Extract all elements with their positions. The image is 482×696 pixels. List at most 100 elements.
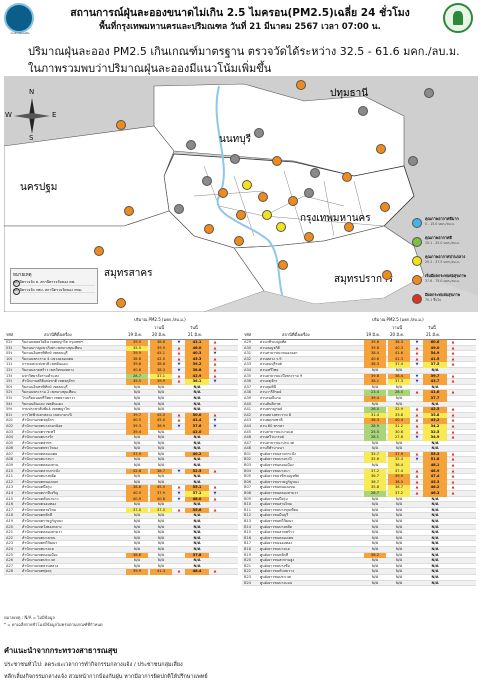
cell-v1: 28.1 bbox=[364, 435, 386, 441]
table-row: 05t ริมถนนอินทรพิทักษ์ เขตธนบุรี 39.9 45.1 ▲… bbox=[4, 351, 238, 357]
station-marker[interactable] bbox=[234, 236, 244, 246]
station-marker[interactable] bbox=[304, 232, 314, 242]
cell-v2: 38.7 bbox=[150, 468, 172, 475]
table-row: A31 สวนสาธารณะหนองจอก 38.4 41.6 ▲ 54.9 ▲ bbox=[242, 351, 476, 357]
cell-code: B04 bbox=[244, 468, 252, 473]
station-marker[interactable] bbox=[288, 196, 298, 206]
cell-v1: N/A bbox=[371, 574, 379, 579]
cell-v3: N/A bbox=[431, 496, 439, 501]
cell-code: A11 bbox=[6, 474, 14, 479]
table-row: B22 ศูนย์เยาวชนห้วยขวาง N/A N/A N/A bbox=[242, 569, 476, 575]
table-notes: หมายเหตุ : N/A = ไม่มีข้อมูล * = ค่าเฉลี… bbox=[4, 614, 478, 628]
cell-a1: ▼ bbox=[177, 468, 181, 473]
station-marker[interactable] bbox=[408, 156, 418, 166]
cell-a2: ▼ bbox=[213, 491, 217, 496]
cell-code: 54t bbox=[6, 401, 12, 406]
cell-code: B11 bbox=[244, 507, 252, 512]
cell-code: 50t bbox=[6, 384, 12, 389]
station-marker[interactable] bbox=[310, 168, 320, 178]
table-row: A18 สำนักงานเขตหลักสี่ N/A N/A N/A bbox=[4, 513, 238, 519]
station-marker[interactable] bbox=[376, 144, 386, 154]
cell-v3: 38.8 bbox=[185, 367, 209, 374]
station-marker[interactable] bbox=[202, 176, 212, 186]
station-marker[interactable] bbox=[218, 188, 228, 198]
cell-v2: 37.3 bbox=[388, 379, 410, 385]
cell-a1: ▼ bbox=[177, 362, 181, 367]
cell-a2: ▲ bbox=[451, 418, 455, 423]
pcd-logo bbox=[4, 3, 34, 33]
station-marker[interactable] bbox=[304, 188, 314, 198]
compass-east: E bbox=[52, 111, 57, 119]
cell-v3: N/A bbox=[193, 401, 201, 406]
station-marker[interactable] bbox=[124, 206, 134, 216]
station-marker[interactable] bbox=[380, 202, 390, 212]
cell-code: A06 bbox=[6, 446, 14, 451]
cell-code: A45 bbox=[244, 429, 252, 434]
bma-station-icon bbox=[13, 287, 20, 295]
summary-line-2: ในภาพรวมพบว่าปริมาณฝุ่นละอองมีแนวโน้มเพิ… bbox=[28, 62, 272, 75]
aqi-level-range: 15.1 - 25.0 มคก./ลบ.ม. bbox=[425, 241, 460, 245]
station-marker[interactable] bbox=[204, 224, 214, 234]
cell-v1: N/A bbox=[133, 401, 141, 406]
table-row: B02 ศูนย์เยาวชนบางกะปิ 35.6 35.4 ▼ 51.8 ▲ bbox=[242, 457, 476, 464]
station-marker[interactable] bbox=[254, 128, 264, 138]
cell-name: สำนักงานเขตหนองจอก bbox=[22, 479, 59, 484]
table-row: A39 สวนรมณีนาถ 39.4 N/A 37.7 bbox=[242, 395, 476, 402]
station-marker[interactable] bbox=[94, 246, 104, 256]
cell-a1: ▲ bbox=[177, 356, 181, 361]
report-subtitle: พื้นที่กรุงเทพมหานครและปริมณฑล วันที่ 21… bbox=[99, 22, 381, 32]
cell-v3: 45.3 bbox=[185, 356, 209, 363]
station-marker[interactable] bbox=[276, 222, 286, 232]
cell-a2: ▲ bbox=[451, 435, 455, 440]
cell-code: A43 bbox=[244, 418, 252, 423]
station-legend: หมายเหตุ สถานีตรวจวัด ส. สถานีตรวจวัดของ… bbox=[10, 268, 98, 304]
cell-a2: ▲ bbox=[213, 496, 217, 501]
station-marker[interactable] bbox=[296, 80, 306, 90]
station-marker[interactable] bbox=[230, 154, 240, 164]
cell-v3: 35.8 bbox=[423, 412, 447, 419]
cell-v3: 46.3 bbox=[423, 491, 447, 497]
station-marker[interactable] bbox=[174, 204, 184, 214]
station-marker[interactable] bbox=[278, 260, 288, 270]
cell-v2: N/A bbox=[395, 507, 403, 512]
cell-a2: ▼ bbox=[213, 418, 217, 423]
station-marker[interactable] bbox=[358, 106, 368, 116]
station-marker[interactable] bbox=[262, 210, 272, 220]
station-marker[interactable] bbox=[424, 88, 434, 98]
cell-name: ศูนย์เยาวชนจอมทอง bbox=[260, 541, 293, 546]
station-marker[interactable] bbox=[342, 172, 352, 182]
cell-name: สำนักงานเขตประเวศ bbox=[22, 558, 55, 563]
station-marker[interactable] bbox=[272, 156, 282, 166]
table-row: A36 สวนจตุจักร 38.1 37.3 ▼ 43.7 ▲ bbox=[242, 379, 476, 385]
cell-v2: 37.1 bbox=[150, 373, 172, 380]
cell-code: B15 bbox=[244, 530, 252, 535]
cell-v3: N/A bbox=[431, 401, 439, 406]
health-advice: คำแนะนำจากกระทรวงสาธารณสุข ประชาชนทั่วไป… bbox=[4, 645, 478, 693]
cell-a2: ▲ bbox=[451, 451, 455, 456]
table-row: B12 ศูนย์เยาวชนมีนบุรี N/A N/A N/A bbox=[242, 513, 476, 519]
station-marker[interactable] bbox=[382, 270, 392, 280]
cell-name: สำนักงานเขตจตุจักร bbox=[22, 418, 54, 423]
cell-name: ศูนย์เยาวชนวชิรเบญจทัศ bbox=[260, 474, 299, 479]
station-marker[interactable] bbox=[236, 210, 246, 220]
cell-v3: 34.2 bbox=[423, 423, 447, 430]
aqi-level-name: คุณภาพอากาศดี bbox=[425, 235, 452, 240]
station-marker[interactable] bbox=[116, 120, 126, 130]
health-advice-line-1: ประชาชนทั่วไป: ลดระยะเวลาการทำกิจกรรมกลา… bbox=[4, 662, 183, 668]
cell-a1: ▼ bbox=[177, 340, 181, 344]
table-row: B07 ศูนย์เยาวชนหนองแขม 35.8 36.7 ▲ 46.2 ▲ bbox=[242, 485, 476, 492]
cell-v3: 43.7 bbox=[423, 379, 447, 385]
station-marker[interactable] bbox=[258, 192, 268, 202]
cell-name: สำนักงานเขตบางเขน bbox=[22, 535, 56, 540]
aqi-level-range: 0 - 15.0 มคก./ลบ.ม. bbox=[425, 222, 455, 226]
table-row: A24 สำนักงานเขตบางแค N/A N/A N/A bbox=[4, 546, 238, 553]
cell-v1: N/A bbox=[133, 479, 141, 484]
table-row: B16 ศูนย์เยาวชนคลองเตย N/A N/A N/A bbox=[242, 535, 476, 542]
station-marker[interactable] bbox=[186, 140, 196, 150]
cell-v1: N/A bbox=[371, 440, 379, 445]
cell-code: B03 bbox=[244, 463, 252, 468]
station-marker[interactable] bbox=[242, 180, 252, 190]
station-marker[interactable] bbox=[344, 222, 354, 232]
station-marker[interactable] bbox=[116, 298, 126, 308]
cell-a2: ▲ bbox=[451, 429, 455, 434]
